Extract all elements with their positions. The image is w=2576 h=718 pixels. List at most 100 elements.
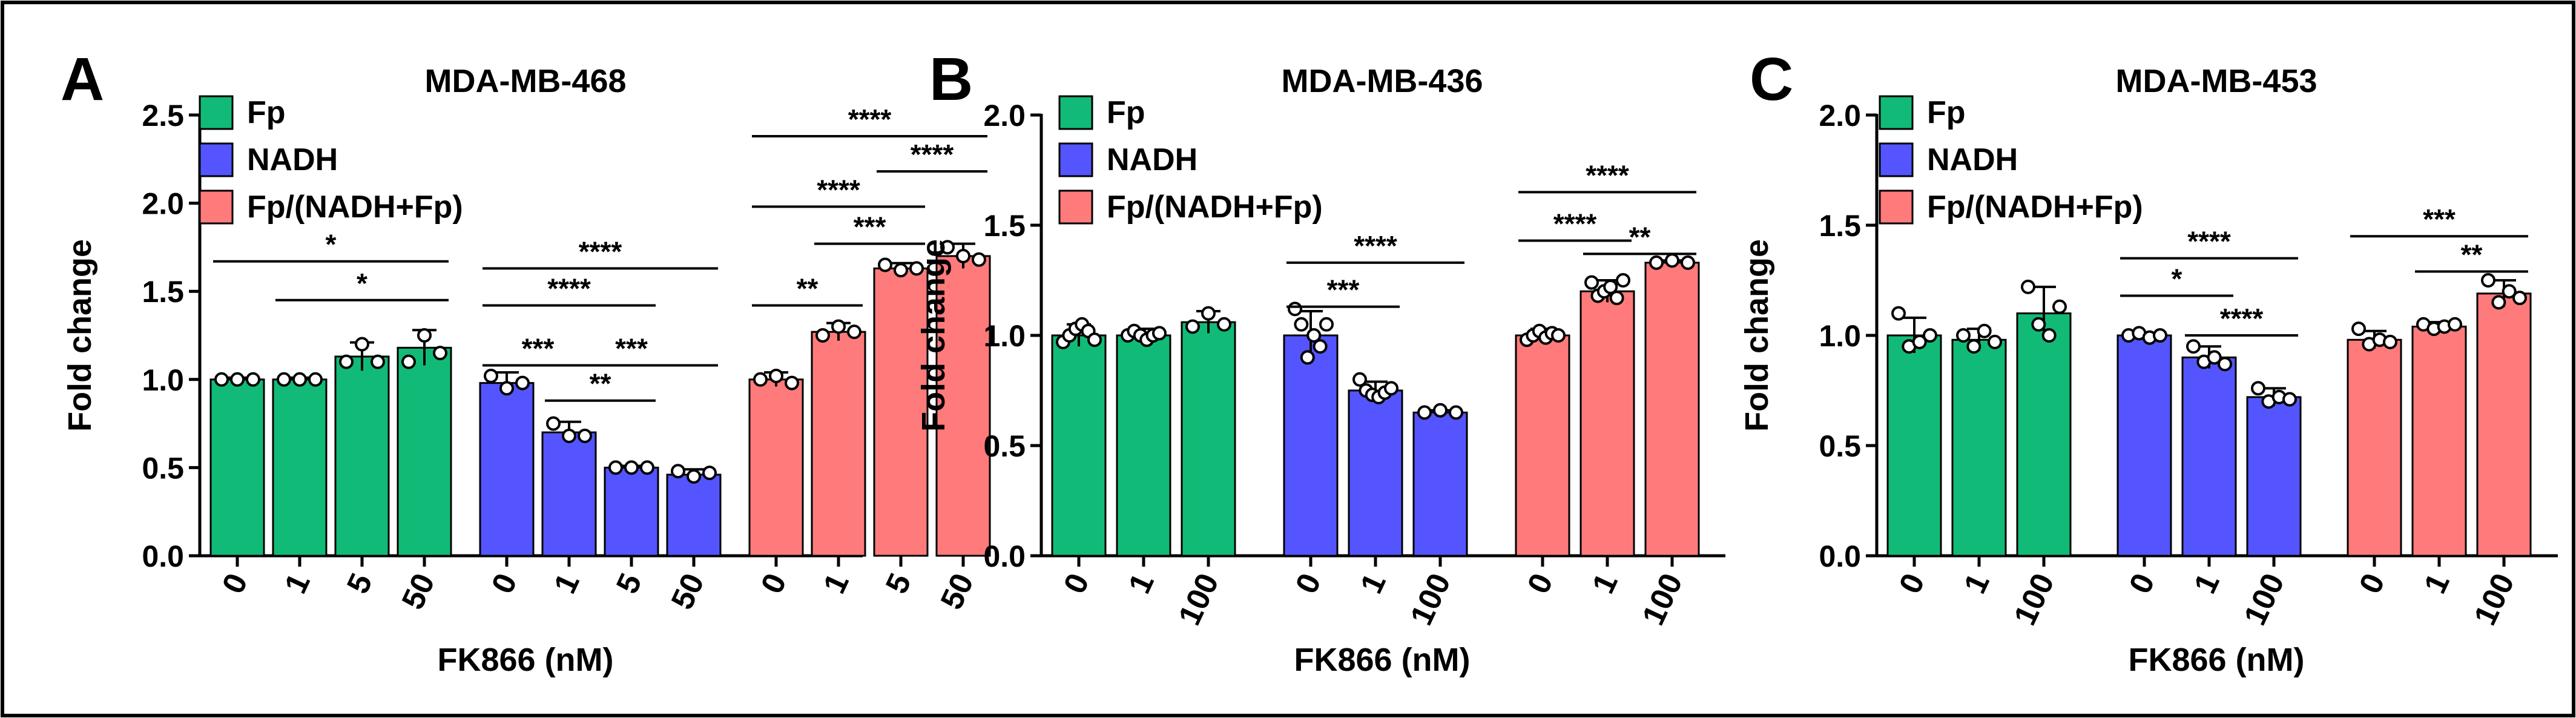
data-point — [292, 372, 307, 387]
bar — [1644, 262, 1700, 557]
legend-swatch — [199, 142, 234, 177]
data-point — [1185, 319, 1200, 334]
legend-label: Fp/(NADH+Fp) — [1927, 189, 2143, 225]
data-point — [972, 252, 986, 267]
data-point — [1433, 403, 1448, 418]
chart-title: MDA-MB-453 — [2115, 63, 2317, 99]
y-tick-label: 0.0 — [1819, 539, 1861, 573]
chart-title: MDA-MB-468 — [424, 63, 626, 99]
bar — [666, 473, 722, 557]
bar — [1951, 338, 2007, 557]
data-point — [1551, 328, 1566, 343]
data-point — [355, 337, 369, 352]
x-axis-label: FK866 (nM) — [437, 642, 613, 678]
data-point — [2021, 279, 2035, 294]
bar — [1051, 334, 1107, 557]
y-tick-label: 1.5 — [1819, 209, 1861, 243]
bar — [2476, 292, 2532, 557]
data-point — [1616, 273, 1630, 288]
panel-A: A MDA-MB-468 0.0 0.5 1.0 1.5 2.0 2.5 Fold change… — [61, 45, 991, 678]
data-point — [277, 372, 291, 387]
y-tick-label: 2.0 — [1819, 99, 1861, 133]
bar — [479, 382, 535, 557]
panel-label: C — [1750, 45, 1793, 113]
bar — [2181, 356, 2237, 557]
data-point — [417, 328, 432, 343]
bar — [2016, 312, 2072, 557]
bar — [2347, 338, 2402, 557]
bar — [604, 466, 659, 557]
data-point — [624, 460, 639, 475]
data-point — [1384, 381, 1398, 396]
legend-label: Fp — [1107, 95, 1145, 130]
data-point — [1152, 326, 1167, 341]
significance-label: **** — [848, 104, 892, 135]
data-point — [815, 328, 830, 343]
data-point — [230, 372, 245, 387]
data-point — [1609, 291, 1624, 306]
y-axis-label: Fold change — [1739, 239, 1775, 432]
data-point — [1988, 334, 2002, 349]
y-axis-label: Fold change — [62, 239, 98, 432]
legend-label: NADH — [1107, 142, 1197, 177]
data-point — [2502, 284, 2517, 299]
legend-label: Fp/(NADH+Fp) — [1107, 189, 1323, 225]
data-point — [1319, 317, 1334, 332]
data-point — [2383, 334, 2397, 349]
legend-swatch — [1879, 142, 1914, 177]
data-point — [578, 428, 592, 443]
data-point — [940, 240, 955, 255]
y-tick-label: 1.0 — [1819, 319, 1861, 353]
data-point — [687, 469, 701, 484]
bar — [1580, 290, 1635, 557]
data-point — [1294, 317, 1309, 332]
y-tick-label: 2.5 — [142, 99, 184, 133]
significance-label: **** — [547, 272, 591, 304]
panels: A MDA-MB-468 0.0 0.5 1.0 1.5 2.0 2.5 Fold change… — [61, 45, 2558, 678]
data-point — [484, 368, 498, 383]
significance-label: * — [2172, 263, 2182, 294]
bar — [1412, 411, 1468, 557]
data-point — [2491, 295, 2506, 310]
bar — [272, 378, 328, 557]
legend-swatch — [199, 189, 234, 225]
y-tick-label: 1.5 — [142, 275, 184, 309]
legend-swatch — [1879, 189, 1914, 225]
bar — [873, 267, 929, 557]
legend-swatch — [1058, 189, 1093, 225]
data-point — [401, 354, 416, 369]
x-axis-label: FK866 (nM) — [1294, 642, 1470, 678]
bar — [334, 355, 390, 557]
data-point — [1217, 317, 1231, 332]
data-point — [1923, 328, 1937, 343]
bar — [811, 331, 866, 557]
legend-label: Fp/(NADH+Fp) — [247, 189, 463, 225]
data-point — [562, 428, 576, 443]
data-point — [2512, 291, 2527, 306]
y-tick-label: 0.5 — [1819, 429, 1861, 463]
significance-label: **** — [2220, 303, 2264, 334]
legend-label: Fp — [1927, 95, 1966, 130]
data-point — [2448, 317, 2462, 332]
data-point — [1300, 350, 1315, 365]
data-point — [1603, 279, 1618, 294]
legend-label: Fp — [247, 95, 286, 130]
x-axis-label: FK866 (nM) — [2128, 642, 2304, 678]
data-point — [1665, 253, 1679, 268]
y-tick-label: 0.0 — [142, 539, 184, 573]
data-point — [2218, 357, 2232, 372]
y-tick-label: 2.0 — [142, 187, 184, 221]
data-point — [308, 372, 323, 387]
bar — [1283, 334, 1339, 557]
data-point — [671, 464, 685, 479]
data-point — [1306, 328, 1322, 343]
data-point — [640, 460, 654, 475]
legend-swatch — [1879, 95, 1914, 130]
bar — [1181, 321, 1236, 557]
data-point — [1201, 306, 1216, 321]
significance-label: **** — [1586, 159, 1629, 191]
significance-label: ** — [797, 272, 819, 304]
data-point — [515, 375, 530, 390]
